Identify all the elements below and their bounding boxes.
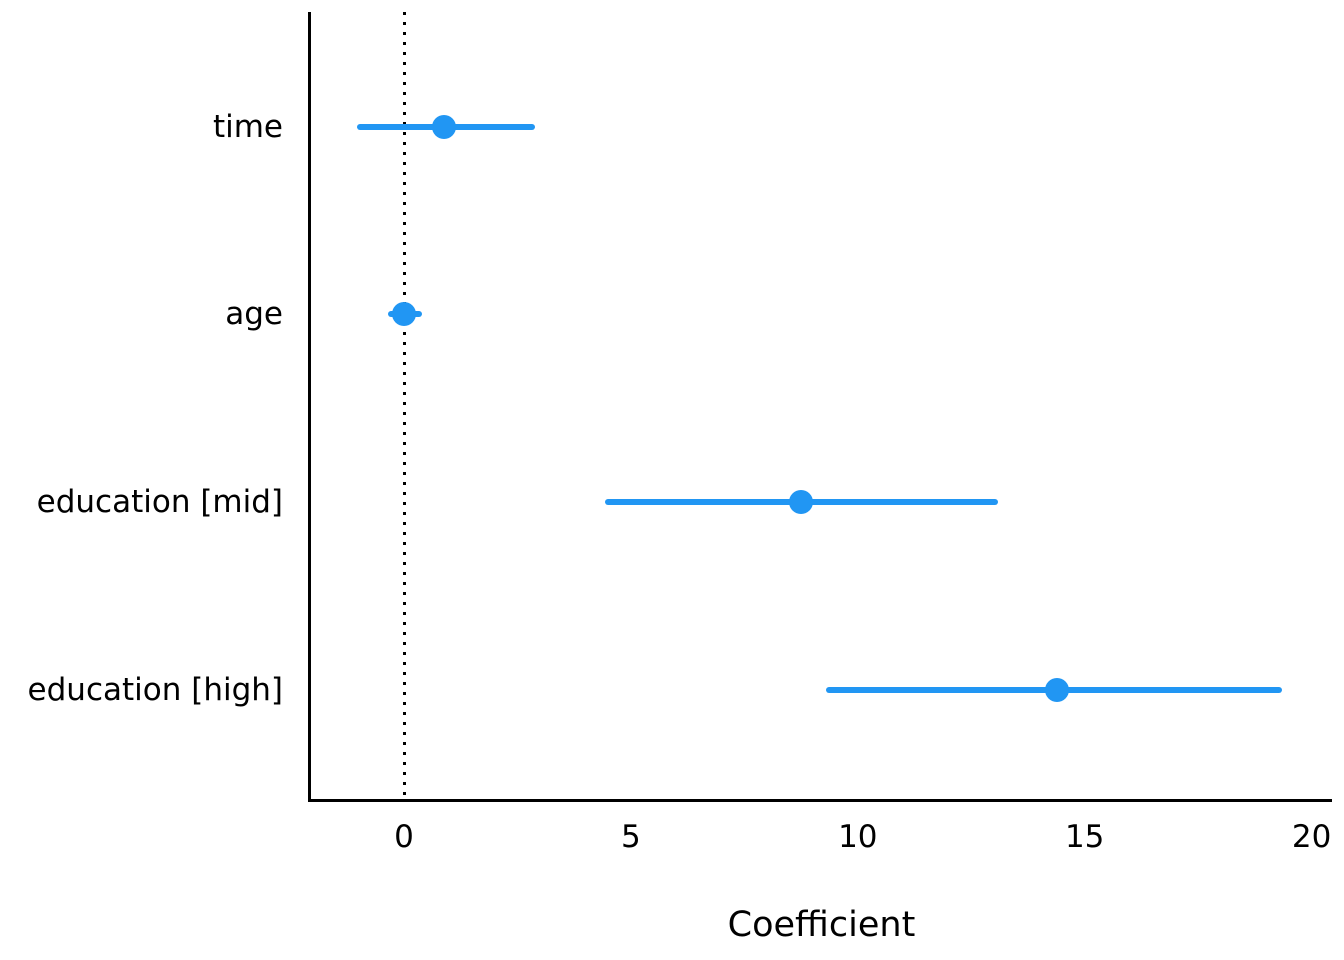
y-tick-label: education [high]	[27, 671, 283, 708]
x-tick-label: 5	[621, 819, 641, 855]
point-marker	[432, 114, 457, 139]
y-tick-label: time	[212, 108, 283, 145]
x-tick-label: 15	[1064, 819, 1105, 855]
y-tick-label: education [mid]	[36, 483, 283, 520]
y-tick-label: age	[225, 296, 283, 333]
x-tick-label: 20	[1291, 819, 1332, 855]
point-marker	[1044, 677, 1069, 702]
x-tick-label: 0	[394, 819, 414, 855]
plot-area	[308, 12, 1332, 802]
zero-reference-line	[402, 12, 406, 799]
x-tick-label: 10	[838, 819, 878, 855]
point-marker	[392, 302, 417, 327]
x-axis-label: Coefficient	[727, 905, 916, 945]
point-marker	[788, 489, 813, 514]
